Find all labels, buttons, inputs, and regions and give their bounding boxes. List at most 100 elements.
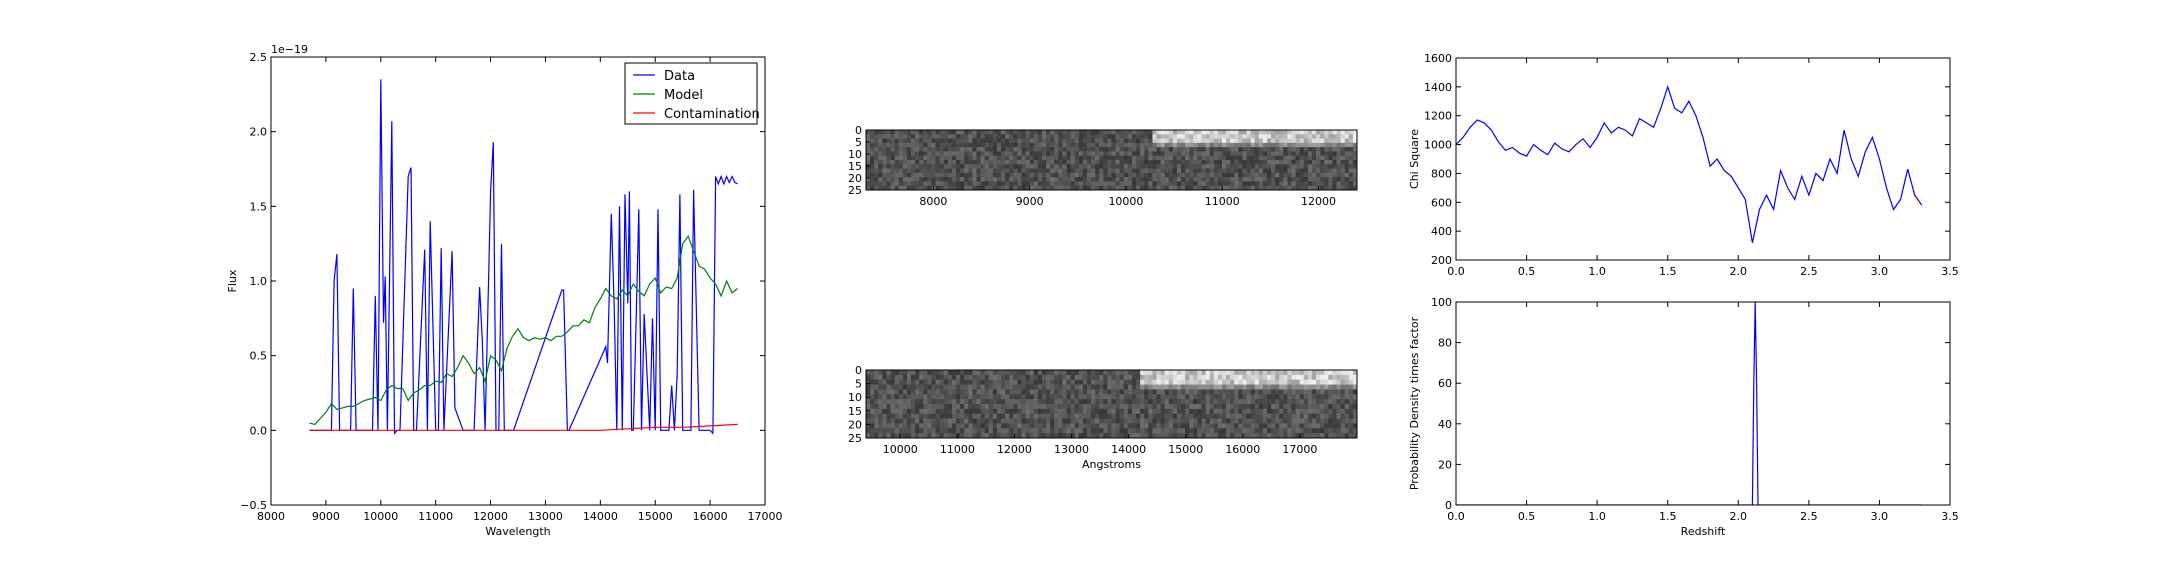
heatmap-cell [1226, 134, 1231, 140]
heatmap-cell [1221, 389, 1227, 395]
heatmap-cell [1119, 134, 1125, 140]
heatmap-cell [1164, 374, 1170, 381]
heatmap-cell [1103, 155, 1108, 161]
heatmap-cell [1029, 423, 1035, 429]
heatmap-cell [1021, 168, 1027, 174]
heatmap-cell [1205, 370, 1211, 376]
heatmap-cell [1107, 404, 1112, 410]
heatmap-cell [976, 164, 982, 170]
heatmap-cell [1311, 147, 1317, 152]
heatmap-cell [911, 379, 916, 386]
heatmap-cell [1189, 177, 1194, 182]
heatmap-cell [923, 404, 928, 410]
heatmap-cell [915, 379, 920, 386]
heatmap-cell [1127, 370, 1133, 376]
heatmap-cell [972, 384, 977, 390]
heatmap-cell [1176, 185, 1182, 190]
heatmap-cell [1156, 130, 1162, 135]
heatmap-cell [1303, 404, 1309, 410]
heatmap-cell [1262, 428, 1268, 434]
heatmap-cell [894, 177, 900, 182]
heatmap-cell [1156, 177, 1162, 182]
heatmap-cell [1238, 142, 1243, 148]
heatmap-cell [1111, 138, 1117, 144]
heatmap-cell [1176, 433, 1182, 438]
heatmap-cell [1168, 142, 1174, 148]
heatmap-cell [1246, 370, 1252, 376]
heatmap-cell [1193, 379, 1198, 386]
heatmap-cell [1013, 185, 1018, 190]
heatmap-cell [1234, 399, 1239, 405]
heatmap-cell [935, 379, 941, 386]
heatmap-cell [870, 399, 875, 405]
heatmap-cell [1205, 181, 1211, 187]
heatmap-cell [1091, 399, 1096, 405]
heatmap-cell [1205, 130, 1211, 135]
heatmap-cell [1254, 164, 1260, 170]
heatmap-cell [906, 168, 912, 174]
heatmap-cell [1037, 433, 1043, 438]
heatmap-cell [1119, 418, 1125, 424]
heatmap-cell [1107, 394, 1112, 400]
heatmap-cell [976, 413, 982, 420]
heatmap-cell [1144, 168, 1149, 174]
heatmap-cell [935, 130, 941, 135]
heatmap-cell [988, 408, 994, 415]
heatmap-cell [1185, 130, 1190, 135]
heatmap-cell [882, 172, 887, 178]
heatmap-cell [951, 181, 957, 187]
heatmap-cell [1238, 168, 1243, 174]
heatmap-cell [1213, 142, 1219, 148]
heatmap-cell [1086, 168, 1092, 174]
heatmap-cell [1348, 384, 1354, 390]
heatmap-cell [1168, 384, 1174, 390]
heatmap-cell [1144, 172, 1149, 178]
heatmap-cell [894, 185, 900, 190]
heatmap-cell [923, 418, 928, 424]
heatmap-cell [1311, 172, 1317, 178]
heatmap-cell [1025, 433, 1031, 438]
heatmap-cell [1050, 374, 1055, 381]
heatmap-cell [1009, 433, 1014, 438]
x-tick-label: 1.5 [1659, 265, 1677, 278]
y-tick-label: 80 [1438, 337, 1452, 350]
heatmap-cell [1017, 160, 1022, 165]
heatmap-cell [1226, 155, 1231, 161]
heatmap-cell [1017, 423, 1022, 429]
heatmap-cell [1213, 394, 1219, 400]
heatmap-cell [1103, 151, 1108, 157]
heatmap-cell [1136, 151, 1141, 157]
heatmap-cell [1181, 389, 1186, 395]
heatmap-cell [1013, 404, 1018, 410]
heatmap-cell [1209, 384, 1215, 390]
heatmap-cell [1266, 433, 1272, 438]
heatmap-cell [1303, 185, 1309, 190]
heatmap-cell [1136, 168, 1141, 174]
heatmap-cell [1340, 151, 1346, 157]
heatmap-cell [1078, 160, 1084, 165]
heatmap-cell [1217, 428, 1223, 434]
heatmap-cell [1054, 418, 1059, 424]
heatmap-cell [878, 379, 883, 386]
heatmap-cell [927, 147, 932, 152]
heatmap-cell [919, 134, 924, 140]
heatmap-cell [1041, 177, 1047, 182]
heatmap-cell [996, 155, 1002, 161]
heatmap-cell [1213, 147, 1219, 152]
heatmap-cell [1091, 168, 1096, 174]
heatmap-cell [947, 374, 953, 381]
heatmap-cell [1307, 394, 1313, 400]
heatmap-cell [1348, 433, 1354, 438]
heatmap-cell [1099, 384, 1104, 390]
heatmap-cell [1005, 130, 1010, 135]
heatmap-cell [1291, 413, 1297, 420]
y-tick-label: 600 [1431, 196, 1452, 209]
heatmap-cell [1005, 404, 1010, 410]
heatmap-cell [939, 134, 945, 140]
heatmap-cell [1070, 389, 1076, 395]
heatmap-cell [1271, 164, 1276, 170]
heatmap-cell [1111, 130, 1117, 135]
heatmap-cell [927, 130, 932, 135]
heatmap-cell [1082, 370, 1088, 376]
heatmap-cell [882, 134, 887, 140]
